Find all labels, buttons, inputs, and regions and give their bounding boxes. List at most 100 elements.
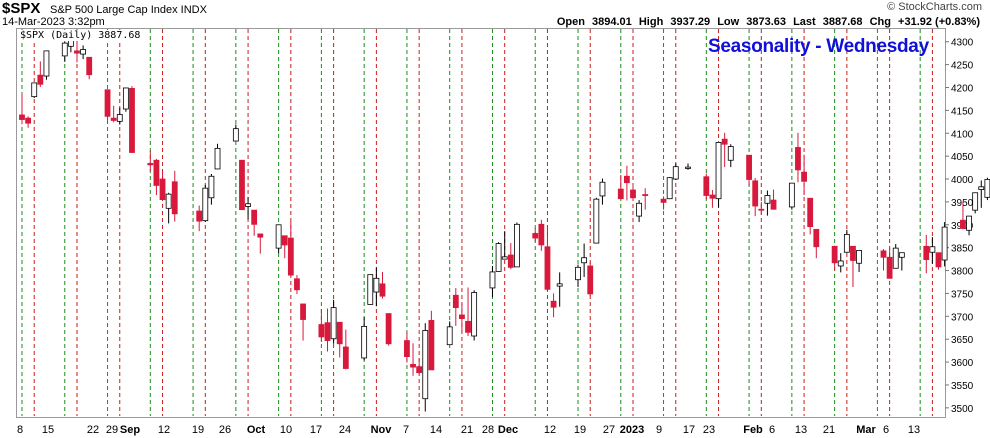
x-tick-label: 12 bbox=[544, 424, 556, 436]
candle-body bbox=[593, 198, 600, 244]
candle-body bbox=[581, 257, 588, 264]
open-label: Open bbox=[556, 16, 585, 28]
candle-body bbox=[275, 224, 282, 249]
candle-body bbox=[257, 233, 264, 238]
candle-body bbox=[471, 292, 478, 337]
x-tick-label: Feb bbox=[743, 424, 763, 436]
candle-body bbox=[165, 193, 172, 209]
candle-body bbox=[550, 300, 557, 308]
y-tick-label: 3600 bbox=[951, 358, 974, 369]
y-tick-label: 3700 bbox=[951, 312, 974, 323]
candle-body bbox=[379, 283, 386, 297]
candle-body bbox=[501, 256, 508, 260]
candle-body bbox=[880, 250, 887, 258]
candle-body bbox=[31, 82, 38, 98]
y-tick-label: 3650 bbox=[951, 335, 974, 346]
x-tick-label: 21 bbox=[823, 424, 835, 436]
y-tick-label: 3850 bbox=[951, 244, 974, 255]
candle-body bbox=[80, 49, 86, 55]
candle-body bbox=[795, 147, 801, 171]
candle-body bbox=[721, 138, 728, 145]
candle-body bbox=[159, 178, 166, 201]
x-tick-label: 19 bbox=[574, 424, 586, 436]
x-tick-label: 13 bbox=[908, 424, 920, 436]
candle-body bbox=[556, 283, 563, 287]
candle-body bbox=[886, 256, 893, 279]
y-tick-label: 4100 bbox=[951, 129, 974, 140]
candle-body bbox=[116, 114, 123, 122]
x-tick-label: Sep bbox=[120, 424, 140, 436]
candle-body bbox=[86, 56, 93, 76]
candle-body bbox=[923, 245, 930, 260]
candle-body bbox=[104, 89, 111, 117]
y-tick-label: 3500 bbox=[951, 404, 974, 415]
candle-body bbox=[19, 114, 25, 120]
candle-body bbox=[837, 260, 844, 267]
candle-body bbox=[153, 159, 160, 186]
candle-body bbox=[843, 233, 850, 253]
candle-body bbox=[342, 346, 349, 369]
x-tick-label: 6 bbox=[769, 424, 775, 436]
candle-body bbox=[294, 278, 300, 291]
ticker-symbol: $SPX bbox=[2, 0, 41, 17]
candle-body bbox=[495, 243, 502, 272]
candle-body bbox=[245, 203, 251, 207]
x-tick-label: 19 bbox=[192, 424, 204, 436]
candle-body bbox=[110, 117, 117, 121]
candle-body bbox=[630, 189, 636, 199]
candle-body bbox=[972, 192, 979, 211]
candle-body bbox=[361, 325, 368, 359]
candle-body bbox=[196, 210, 203, 222]
candle-body bbox=[978, 186, 985, 190]
x-tick-label: Dec bbox=[498, 424, 518, 436]
candle-body bbox=[446, 326, 453, 346]
candle-body bbox=[764, 195, 771, 204]
x-tick-label: 17 bbox=[310, 424, 322, 436]
x-tick-label: Nov bbox=[371, 424, 393, 436]
candle-body bbox=[214, 147, 221, 170]
candle-body bbox=[428, 320, 435, 371]
candle-body bbox=[208, 175, 215, 199]
candle-body bbox=[758, 208, 765, 211]
plot-area[interactable] bbox=[16, 28, 946, 418]
candle-body bbox=[465, 320, 471, 333]
candle-body bbox=[856, 250, 862, 264]
y-tick-label: 4250 bbox=[951, 61, 974, 72]
candle-body bbox=[960, 219, 966, 229]
open-value: 3894.01 bbox=[592, 16, 632, 28]
candle-body bbox=[122, 87, 129, 110]
candle-body bbox=[685, 166, 691, 169]
y-tick-label: 3750 bbox=[951, 289, 974, 300]
candle-body bbox=[715, 142, 722, 200]
x-tick-label: 22 bbox=[87, 424, 99, 436]
candle-body bbox=[287, 237, 294, 276]
x-tick-label: Mar bbox=[856, 424, 876, 436]
candle-body bbox=[43, 50, 50, 77]
candle-body bbox=[404, 340, 410, 357]
quote-datetime: 14-Mar-2023 3:32pm bbox=[2, 16, 105, 28]
candle-body bbox=[61, 42, 68, 57]
y-tick-label: 4150 bbox=[951, 106, 974, 117]
candle-body bbox=[330, 307, 337, 340]
candle-body bbox=[746, 154, 752, 180]
candle-body bbox=[416, 366, 423, 374]
x-tick-label: 2023 bbox=[620, 424, 644, 436]
candle-body bbox=[703, 176, 710, 196]
brand-watermark: © StockCharts.com bbox=[887, 1, 982, 13]
candle-body bbox=[171, 181, 178, 215]
candle-body bbox=[727, 146, 734, 161]
x-tick-label: 9 bbox=[656, 424, 662, 436]
chart-legend: $SPX (Daily) 3887.68 bbox=[20, 30, 141, 41]
candle-body bbox=[239, 159, 245, 211]
candle-body bbox=[489, 271, 496, 289]
candle-body bbox=[324, 322, 331, 341]
x-tick-label: 15 bbox=[42, 424, 54, 436]
candle-body bbox=[672, 166, 679, 180]
ticker-description: S&P 500 Large Cap Index INDX bbox=[50, 4, 207, 16]
candle-body bbox=[575, 266, 581, 281]
x-tick-label: 13 bbox=[795, 424, 807, 436]
candle-body bbox=[752, 180, 759, 207]
candle-body bbox=[232, 128, 239, 142]
x-tick-label: 6 bbox=[883, 424, 889, 436]
